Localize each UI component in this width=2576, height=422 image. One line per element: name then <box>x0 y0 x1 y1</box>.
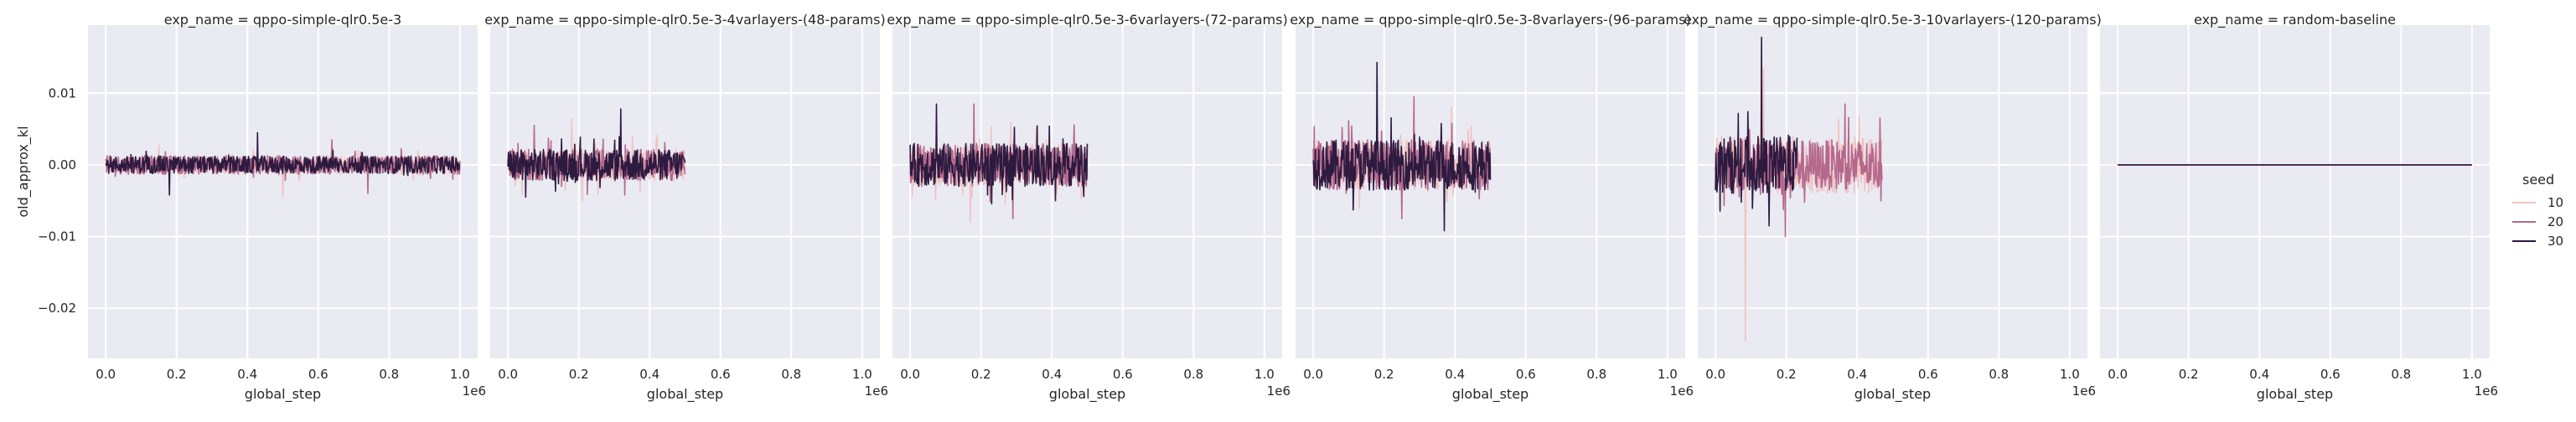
x-tick-label: 0.4 <box>639 367 660 382</box>
x-tick-label: 1.0 <box>2462 367 2482 382</box>
x-offset-text: 1e6 <box>2072 383 2096 399</box>
x-tick-label: 0.6 <box>711 367 731 382</box>
x-tick-label: 1.0 <box>852 367 872 382</box>
plot-area <box>490 25 880 358</box>
y-tick-label: −0.01 <box>38 229 76 244</box>
plot-area <box>892 25 1282 358</box>
x-tick-label: 1.0 <box>1658 367 1678 382</box>
x-offset-text: 1e6 <box>1670 383 1694 399</box>
x-tick-label: 0.0 <box>1303 367 1323 382</box>
x-tick-label: 0.8 <box>1586 367 1606 382</box>
x-tick-label: 0.4 <box>2249 367 2269 382</box>
x-tick-label: 0.2 <box>971 367 991 382</box>
panel-title: exp_name = qppo-simple-qlr0.5e-3-10varla… <box>1684 12 2102 28</box>
panel-title: exp_name = random-baseline <box>2194 12 2396 28</box>
x-tick-label: 0.2 <box>569 367 589 382</box>
series-line-seed-30 <box>909 103 1089 205</box>
x-axis-label: global_step <box>2257 386 2333 403</box>
x-axis-label: global_step <box>647 386 723 403</box>
x-tick-label: 0.4 <box>1042 367 1062 382</box>
x-tick-label: 0.2 <box>2179 367 2199 382</box>
y-tick-label: 0.01 <box>49 85 76 100</box>
y-tick-label: 0.00 <box>49 157 76 172</box>
x-tick-label: 0.8 <box>1183 367 1203 382</box>
x-tick-label: 0.6 <box>1113 367 1133 382</box>
x-axis-label: global_step <box>1854 386 1931 403</box>
x-offset-text: 1e6 <box>1267 383 1291 399</box>
chart-panels: 0.0 0.2 0.4 0.6 0.8 1.01e6global_stepexp_name… <box>38 12 2498 403</box>
x-tick-label: 1.0 <box>2060 367 2080 382</box>
x-offset-text: 1e6 <box>865 383 888 399</box>
x-tick-label: 0.0 <box>900 367 920 382</box>
x-tick-label: 0.2 <box>1777 367 1797 382</box>
x-tick-label: 0.0 <box>96 367 116 382</box>
legend-entries: 10 20 30 <box>2512 195 2563 249</box>
series-line-seed-20 <box>1715 103 1883 238</box>
series-line-seed-30 <box>105 131 461 196</box>
series-line-seed-30 <box>1312 61 1492 232</box>
legend-label-seed-20: 20 <box>2548 214 2563 229</box>
x-tick-label: 0.8 <box>2391 367 2411 382</box>
x-offset-text: 1e6 <box>463 383 486 399</box>
x-tick-label: 0.6 <box>308 367 328 382</box>
x-tick-label: 0.4 <box>1847 367 1867 382</box>
y-axis-label: old_approx_kl <box>15 126 32 217</box>
x-tick-label: 0.0 <box>498 367 518 382</box>
plot-area <box>1296 25 1685 358</box>
panel-title: exp_name = qppo-simple-qlr0.5e-3-6varlay… <box>887 12 1287 28</box>
x-axis-label: global_step <box>1049 386 1125 403</box>
legend-label-seed-10: 10 <box>2548 195 2563 210</box>
x-tick-label: 0.6 <box>2320 367 2341 382</box>
x-offset-text: 1e6 <box>2475 383 2498 399</box>
x-tick-label: 0.8 <box>781 367 801 382</box>
x-tick-label: 0.6 <box>1516 367 1536 382</box>
x-axis-label: global_step <box>1452 386 1529 403</box>
x-tick-label: 0.8 <box>379 367 399 382</box>
series-line-seed-10 <box>1715 67 1883 342</box>
x-tick-label: 0.8 <box>1989 367 2009 382</box>
panel-title: exp_name = qppo-simple-qlr0.5e-3 <box>164 12 401 28</box>
x-tick-label: 0.0 <box>2108 367 2128 382</box>
panel-title: exp_name = qppo-simple-qlr0.5e-3-4varlay… <box>484 12 885 28</box>
x-tick-label: 0.6 <box>1918 367 1938 382</box>
series-line-seed-30 <box>1715 36 1798 227</box>
x-tick-label: 0.2 <box>167 367 187 382</box>
series-line-seed-30 <box>507 108 686 198</box>
x-tick-label: 1.0 <box>450 367 470 382</box>
x-tick-label: 1.0 <box>1254 367 1275 382</box>
x-tick-label: 0.0 <box>1705 367 1725 382</box>
x-axis-label: global_step <box>245 386 321 403</box>
legend-label-seed-30: 30 <box>2548 234 2563 249</box>
legend-title: seed <box>2522 172 2554 188</box>
panel-title: exp_name = qppo-simple-qlr0.5e-3-8varlay… <box>1290 12 1690 28</box>
x-tick-label: 0.4 <box>1445 367 1465 382</box>
legend: seed 10 20 30 <box>2512 172 2563 249</box>
plot-area <box>2100 25 2490 358</box>
x-tick-label: 0.4 <box>237 367 257 382</box>
y-tick-label: −0.02 <box>38 301 76 316</box>
x-tick-label: 0.2 <box>1374 367 1394 382</box>
